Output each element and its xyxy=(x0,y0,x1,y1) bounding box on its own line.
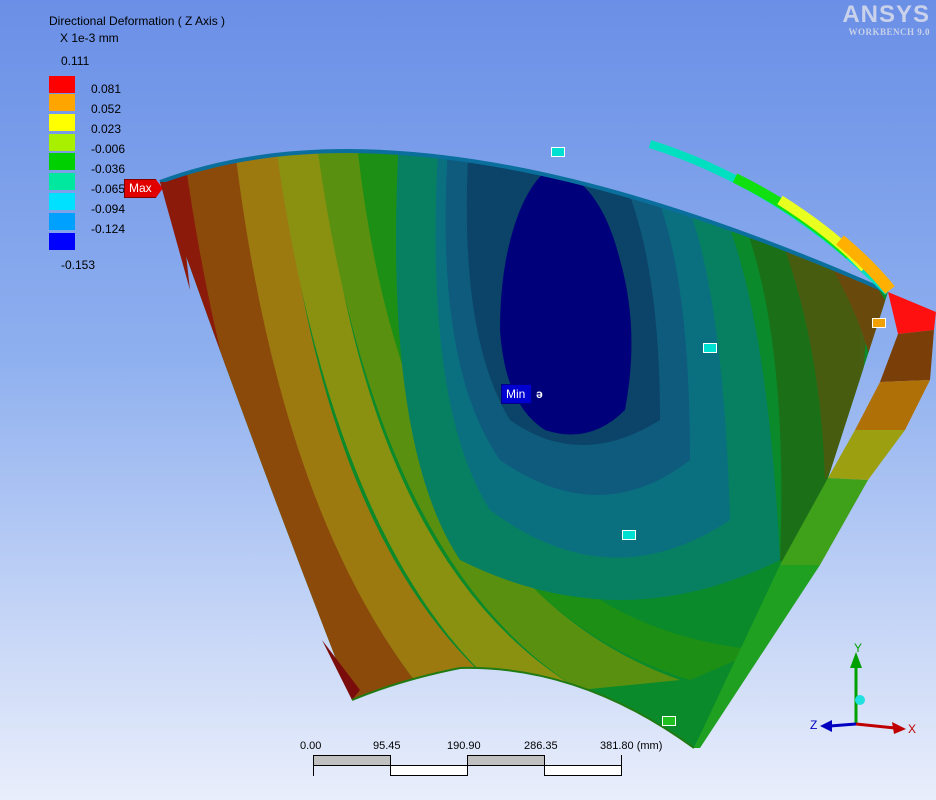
scale-segment xyxy=(544,765,622,776)
z-axis-arrowhead xyxy=(820,720,832,732)
legend-tick-label: -0.065 xyxy=(91,182,126,196)
contour-min-region xyxy=(500,168,632,435)
contour-band xyxy=(315,151,680,690)
ansys-logo: ANSYS WORKBENCH 9.0 xyxy=(842,2,930,37)
legend-swatch xyxy=(49,114,75,131)
x-axis-arrowhead xyxy=(892,722,906,734)
edge-highlight xyxy=(836,235,895,294)
max-label[interactable]: Max xyxy=(124,179,163,198)
legend-max-value: 0.111 xyxy=(61,54,90,68)
probe-marker[interactable] xyxy=(703,343,717,353)
legend-swatch xyxy=(49,193,75,210)
side-face xyxy=(828,430,905,480)
legend-tick-label: -0.094 xyxy=(91,202,126,216)
corner-max-face xyxy=(888,292,936,334)
legend-tick-label: -0.124 xyxy=(91,222,126,236)
contour-band xyxy=(235,151,500,700)
legend-swatch xyxy=(49,213,75,230)
scale-label: 286.35 xyxy=(524,740,558,752)
legend-min-value: -0.153 xyxy=(61,258,96,272)
side-face xyxy=(322,640,360,700)
contour-band xyxy=(275,151,580,690)
scale-label: 190.90 xyxy=(447,740,481,752)
min-probe-symbol: ə xyxy=(536,387,543,401)
side-face xyxy=(880,330,934,382)
legend-tick-label: -0.006 xyxy=(91,142,126,156)
triad-isometric-ball[interactable] xyxy=(855,695,865,705)
contour-band xyxy=(185,151,430,710)
probe-marker[interactable] xyxy=(662,716,676,726)
legend-tick-label: 0.081 xyxy=(91,82,122,96)
result-units: X 1e-3 mm xyxy=(60,31,119,45)
legend-swatch xyxy=(49,94,75,111)
probe-marker[interactable] xyxy=(622,530,636,540)
z-axis-arrow xyxy=(829,722,857,728)
result-title: Directional Deformation ( Z Axis ) xyxy=(49,14,226,28)
side-face xyxy=(780,478,868,565)
y-axis-label: Y xyxy=(854,641,862,655)
x-axis-label: X xyxy=(908,722,916,736)
min-label[interactable]: Min xyxy=(501,384,533,404)
logo-brand: ANSYS xyxy=(842,1,930,28)
side-face xyxy=(160,182,190,290)
x-axis-arrow xyxy=(855,722,896,730)
scale-label: 0.00 xyxy=(300,740,322,752)
legend-tick-label: 0.023 xyxy=(91,122,122,136)
top-edge xyxy=(159,149,889,294)
scale-segment xyxy=(467,755,545,766)
z-axis-label: Z xyxy=(810,718,817,732)
scale-bar xyxy=(313,755,622,776)
legend-swatch xyxy=(49,134,75,151)
side-face xyxy=(855,380,930,430)
legend-swatch xyxy=(49,173,75,190)
axis-triad[interactable]: Y X Z xyxy=(800,640,930,750)
legend-tick-label: 0.052 xyxy=(91,102,122,116)
legend-swatch xyxy=(49,153,75,170)
scale-segment xyxy=(390,765,468,776)
inner-edge xyxy=(351,666,695,749)
probe-marker[interactable] xyxy=(551,147,565,157)
legend-swatch xyxy=(49,233,75,250)
legend-tick-label: -0.036 xyxy=(91,162,126,176)
scale-label: 381.80 (mm) xyxy=(600,740,663,752)
logo-subtitle: WORKBENCH 9.0 xyxy=(848,27,930,37)
side-face xyxy=(694,565,820,748)
scale-label: 95.45 xyxy=(373,740,401,752)
legend-swatch xyxy=(49,76,75,93)
probe-marker[interactable] xyxy=(872,318,886,328)
y-axis-arrowhead xyxy=(850,652,862,668)
scale-segment xyxy=(313,755,391,766)
